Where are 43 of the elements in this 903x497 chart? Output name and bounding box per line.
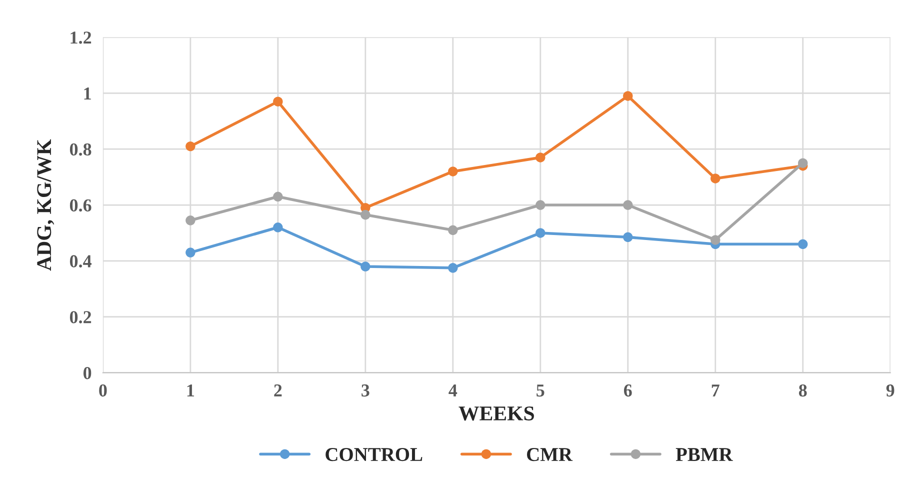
- point: [360, 210, 370, 220]
- x-tick-label: 1: [187, 384, 194, 396]
- x-tick-label: 2: [274, 384, 282, 396]
- x-tick-label: 7: [712, 384, 720, 396]
- x-tick-label: 6: [624, 384, 632, 397]
- legend-label: CONTROL: [326, 448, 422, 462]
- y-tick-label: 0.2: [70, 311, 92, 324]
- point: [360, 262, 370, 272]
- x-tick-label: 3: [362, 384, 370, 397]
- point: [448, 166, 458, 176]
- legend-label: CMR: [527, 448, 573, 462]
- point: [273, 192, 283, 202]
- point: [448, 263, 458, 273]
- point: [798, 158, 808, 168]
- y-tick-label: 1: [84, 88, 91, 100]
- point: [273, 96, 283, 106]
- point: [536, 152, 546, 162]
- y-tick-label: 0: [83, 367, 92, 380]
- y-axis-title: ADG, KG/WK: [37, 139, 54, 271]
- x-tick-label: 4: [448, 384, 458, 396]
- point: [623, 200, 633, 210]
- point: [623, 232, 633, 242]
- y-tick-label: 0.8: [70, 143, 92, 156]
- y-tick-label: 1.2: [70, 32, 92, 44]
- x-axis-title: WEEKS: [458, 406, 534, 421]
- point: [798, 239, 808, 250]
- point: [186, 141, 196, 152]
- point: [186, 248, 196, 258]
- point: [536, 228, 546, 238]
- x-tick-label: 9: [886, 384, 894, 397]
- point: [710, 174, 720, 184]
- point: [273, 222, 283, 232]
- x-tick-label: 8: [798, 384, 807, 397]
- x-tick-label: 0: [99, 384, 107, 397]
- y-tick-label: 0.6: [70, 199, 92, 212]
- point: [536, 200, 546, 210]
- point: [448, 225, 458, 236]
- x-tick-label: 5: [536, 384, 544, 397]
- point: [623, 91, 633, 101]
- point: [186, 216, 196, 226]
- point: [710, 235, 720, 245]
- legend-label: PBMR: [676, 448, 733, 461]
- y-tick-label: 0.4: [70, 255, 92, 268]
